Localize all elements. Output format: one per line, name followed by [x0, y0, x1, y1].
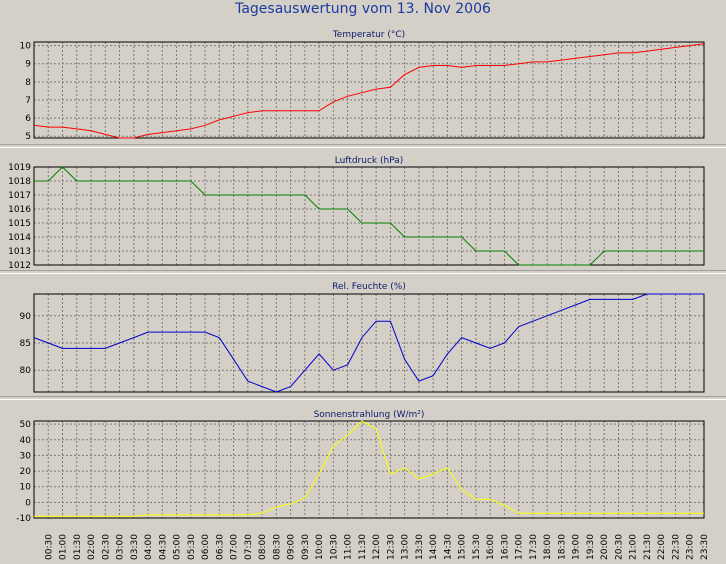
- chart-title: Temperatur (°C): [332, 30, 405, 40]
- panel-divider: [0, 144, 726, 148]
- plot-frame: [33, 420, 705, 519]
- x-tick-label: 13:00: [401, 534, 411, 560]
- x-tick-label: 01:00: [59, 534, 69, 560]
- x-tick-label: 14:30: [443, 534, 453, 560]
- x-tick-label: 02:30: [101, 534, 111, 560]
- x-tick-label: 15:00: [458, 534, 468, 560]
- x-tick-label: 08:30: [272, 534, 282, 560]
- y-tick-label: 20: [20, 467, 32, 477]
- x-tick-label: 21:00: [629, 534, 639, 560]
- x-tick-label: 13:30: [415, 534, 425, 560]
- x-tick-label: 04:00: [144, 534, 154, 560]
- chart-title: Sonnenstrahlung (W/m²): [314, 410, 425, 420]
- y-tick-label: 1014: [8, 233, 31, 243]
- y-tick-label: 90: [20, 312, 32, 322]
- x-tick-label: 12:30: [386, 534, 396, 560]
- x-tick-label: 21:30: [643, 534, 653, 560]
- panel-divider: [0, 396, 726, 400]
- plot-area: [34, 421, 704, 518]
- x-tick-label: 14:00: [429, 534, 439, 560]
- y-tick-label: 10: [20, 483, 32, 493]
- y-tick-label: 40: [20, 436, 32, 446]
- y-tick-label: 7: [25, 96, 31, 106]
- plot-area: [34, 42, 704, 138]
- y-tick-label: 85: [20, 339, 31, 349]
- series-line: [33, 293, 704, 393]
- x-tick-label: 22:00: [657, 534, 667, 560]
- chart-title: Luftdruck (hPa): [335, 156, 404, 166]
- plot-frame: [33, 166, 705, 266]
- y-tick-label: 1012: [8, 261, 31, 271]
- y-tick-label: 5: [25, 132, 31, 142]
- x-tick-label: 05:00: [173, 534, 183, 560]
- x-tick-label: 09:30: [301, 534, 311, 560]
- x-tick-label: 16:00: [486, 534, 496, 560]
- x-tick-label: 06:00: [201, 534, 211, 560]
- x-tick-label: 22:30: [671, 534, 681, 560]
- x-tick-label: 16:30: [500, 534, 510, 560]
- y-tick-label: 1019: [8, 163, 31, 173]
- series-line: [34, 166, 704, 266]
- x-tick-label: 12:00: [372, 534, 382, 560]
- x-tick-label: 18:00: [543, 534, 553, 560]
- x-tick-label: 10:30: [329, 534, 339, 560]
- x-tick-label: 04:30: [158, 534, 168, 560]
- y-tick-label: 9: [25, 60, 31, 70]
- series-line: [34, 420, 704, 517]
- x-tick-label: 17:30: [529, 534, 539, 560]
- y-tick-label: 1013: [8, 247, 31, 257]
- x-tick-label: 07:30: [244, 534, 254, 560]
- x-tick-label: 10:00: [315, 534, 325, 560]
- x-tick-label: 19:30: [586, 534, 596, 560]
- y-tick-label: 30: [20, 451, 32, 461]
- x-tick-label: 06:30: [215, 534, 225, 560]
- x-tick-label: 20:30: [614, 534, 624, 560]
- x-tick-label: 01:30: [73, 534, 83, 560]
- chart-title: Rel. Feuchte (%): [332, 282, 406, 292]
- x-tick-label: 11:30: [358, 534, 368, 560]
- x-tick-label: 19:00: [572, 534, 582, 560]
- x-tick-label: 03:00: [116, 534, 126, 560]
- y-tick-label: 1017: [8, 191, 31, 201]
- x-tick-label: 11:00: [344, 534, 354, 560]
- x-tick-label: 09:00: [287, 534, 297, 560]
- x-tick-label: 23:00: [686, 534, 696, 560]
- y-tick-label: 10: [20, 42, 32, 52]
- y-tick-label: 6: [25, 114, 31, 124]
- y-tick-label: 80: [20, 366, 32, 376]
- x-tick-label: 02:00: [87, 534, 97, 560]
- x-tick-label: 17:00: [515, 534, 525, 560]
- series-line: [33, 43, 705, 139]
- x-tick-label: 23:30: [700, 534, 710, 560]
- y-tick-label: 50: [20, 420, 32, 430]
- page-title: Tagesauswertung vom 13. Nov 2006: [235, 1, 491, 17]
- x-tick-label: 00:30: [44, 534, 54, 560]
- x-tick-label: 15:30: [472, 534, 482, 560]
- x-tick-label: 08:00: [258, 534, 268, 560]
- x-tick-label: 18:30: [557, 534, 567, 560]
- x-tick-label: 05:30: [187, 534, 197, 560]
- plot-frame: [33, 41, 705, 139]
- y-tick-label: 8: [25, 78, 31, 88]
- plot-area: [34, 167, 704, 265]
- y-tick-label: 1018: [8, 177, 31, 187]
- x-tick-label: 07:00: [230, 534, 240, 560]
- plot-area: [34, 294, 704, 392]
- y-tick-label: -10: [16, 514, 31, 524]
- x-tick-label: 20:00: [600, 534, 610, 560]
- x-tick-label: 03:30: [130, 534, 140, 560]
- y-tick-label: 1015: [8, 219, 31, 229]
- y-tick-label: 0: [25, 498, 31, 508]
- panel-divider: [0, 270, 726, 274]
- plot-frame: [33, 293, 705, 393]
- y-tick-label: 1016: [8, 205, 31, 215]
